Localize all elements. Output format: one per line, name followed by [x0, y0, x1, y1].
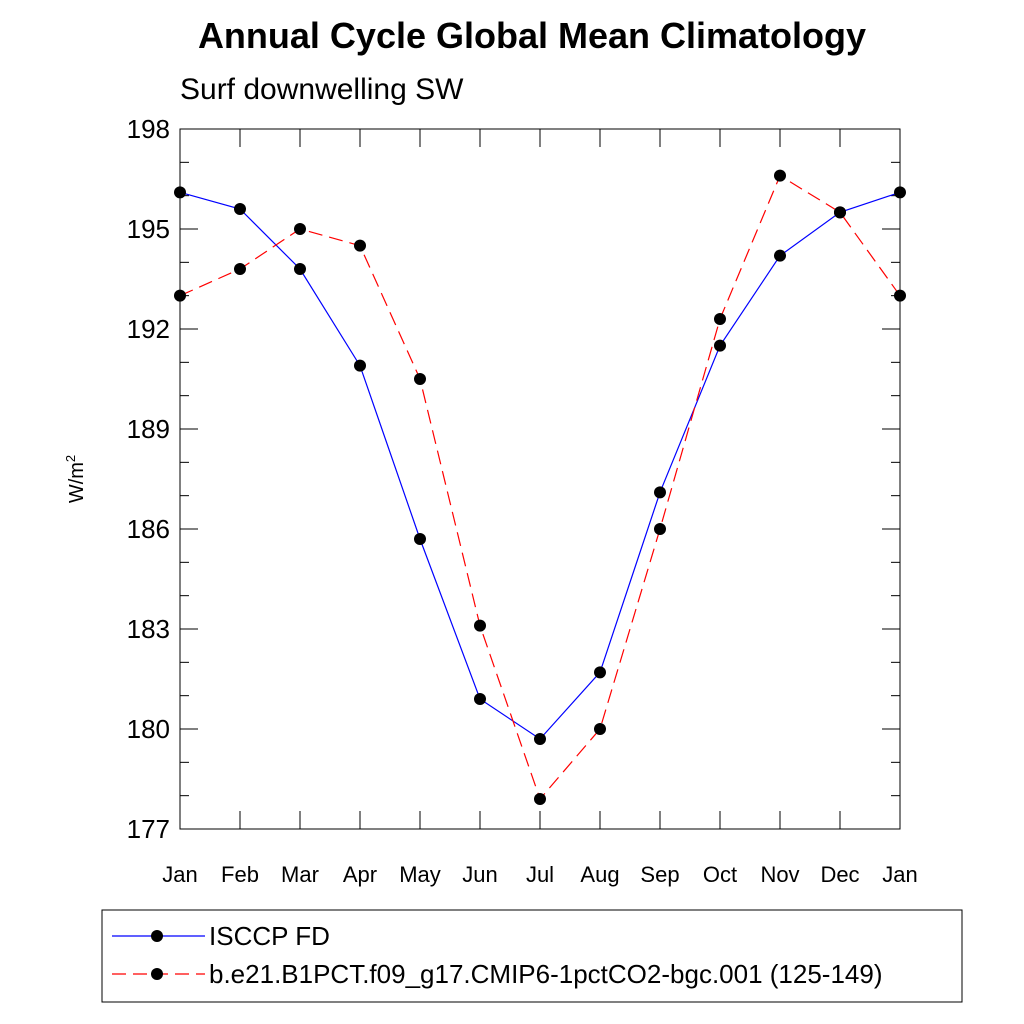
- data-point-series-1: [294, 263, 306, 275]
- y-tick-label: 195: [127, 214, 170, 244]
- y-tick-label: 189: [127, 414, 170, 444]
- data-point-series-1: [534, 733, 546, 745]
- axis-ticks: 177 180 183 186 189 192 195 198 Jan Feb Mar Apr May J…: [127, 114, 918, 887]
- data-point-series-1: [654, 486, 666, 499]
- data-point-series-2: [174, 289, 186, 302]
- series-markers: [174, 169, 906, 805]
- y-axis-label-superscript: 2: [63, 455, 78, 462]
- data-point-series-2: [234, 263, 246, 275]
- y-tick-label: 192: [127, 314, 170, 344]
- y-axis-label: W/m2: [63, 455, 88, 503]
- x-tick-label: Jan: [882, 862, 917, 887]
- x-tick-label: Dec: [820, 862, 859, 887]
- x-tick-label: Oct: [703, 862, 737, 887]
- legend-label-1: ISCCP FD: [209, 921, 330, 951]
- y-tick-label: 177: [127, 814, 170, 844]
- data-point-series-2: [594, 723, 606, 735]
- x-tick-label: Mar: [281, 862, 319, 887]
- series-line-1: [179, 191, 901, 740]
- data-point-series-2: [294, 223, 306, 235]
- y-tick-label: 183: [127, 614, 170, 644]
- legend-marker-2: [151, 968, 163, 980]
- series-line-2: [179, 174, 901, 801]
- x-tick-label: Jan: [162, 862, 197, 887]
- data-point-series-2: [414, 373, 426, 385]
- y-tick-label: 180: [127, 714, 170, 744]
- x-tick-label: Aug: [580, 862, 619, 887]
- data-point-series-2: [654, 523, 666, 535]
- data-point-series-2: [534, 793, 546, 805]
- x-tick-label: Jun: [462, 862, 497, 887]
- data-point-series-2: [714, 313, 726, 325]
- data-point-series-1: [474, 693, 486, 705]
- y-axis-label-text: W/m: [66, 462, 88, 503]
- x-tick-label: Apr: [343, 862, 377, 887]
- y-tick-label: 186: [127, 514, 170, 544]
- chart-subtitle: Surf downwelling SW: [180, 73, 464, 106]
- y-tick-label: 198: [127, 114, 170, 144]
- x-tick-label: Feb: [221, 862, 259, 887]
- data-point-series-1: [594, 666, 606, 679]
- data-point-series-1: [894, 186, 906, 199]
- data-point-series-2: [474, 619, 486, 632]
- legend-marker-1: [151, 930, 163, 942]
- data-point-series-1: [714, 339, 726, 352]
- series-lines: [179, 174, 901, 801]
- x-tick-label: May: [399, 862, 441, 887]
- data-point-series-1: [174, 186, 186, 199]
- legend: ISCCP FD b.e21.B1PCT.f09_g17.CMIP6-1pctCO…: [112, 921, 883, 989]
- legend-box: [101, 909, 963, 1003]
- data-point-series-2: [834, 206, 846, 219]
- x-tick-label: Nov: [760, 862, 799, 887]
- data-point-series-2: [354, 239, 366, 252]
- chart-title: Annual Cycle Global Mean Climatology: [198, 15, 866, 56]
- x-tick-label: Jul: [526, 862, 554, 887]
- x-tick-label: Sep: [640, 862, 679, 887]
- plot-frame: [179, 128, 901, 830]
- data-point-series-1: [414, 533, 426, 545]
- legend-label-2: b.e21.B1PCT.f09_g17.CMIP6-1pctCO2-bgc.00…: [209, 959, 883, 989]
- data-point-series-1: [234, 203, 246, 215]
- data-point-series-2: [894, 289, 906, 302]
- svg-text:W/m2: W/m2: [63, 455, 88, 503]
- data-point-series-2: [774, 169, 786, 182]
- data-point-series-1: [354, 359, 366, 372]
- data-point-series-1: [774, 249, 786, 262]
